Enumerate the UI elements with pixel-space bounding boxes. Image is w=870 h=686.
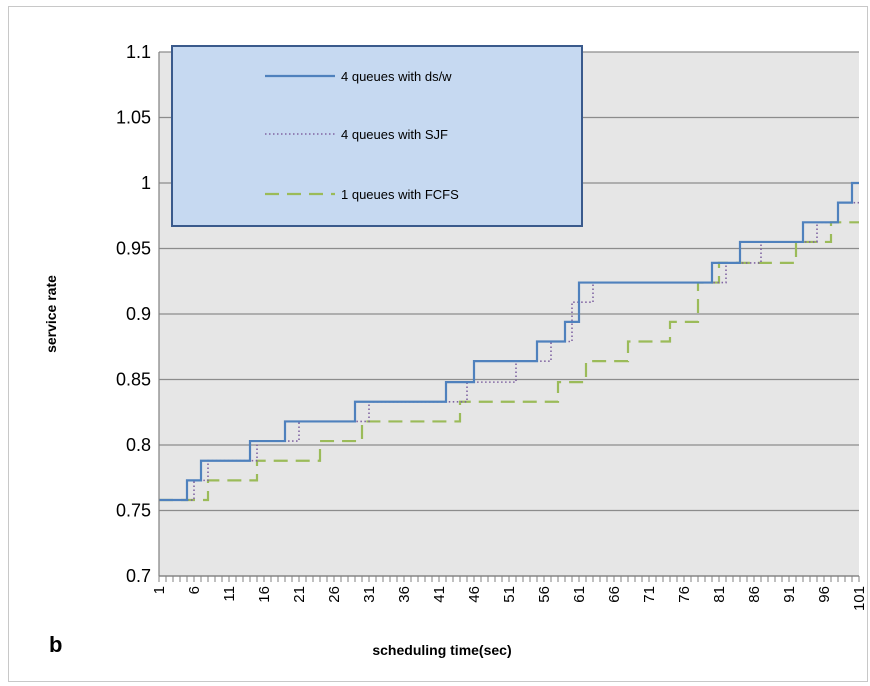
x-tick-label: 51 [501,586,518,603]
y-tick-label: 0.7 [126,566,151,586]
y-tick-label: 1 [141,173,151,193]
legend-label: 4 queues with SJF [341,127,448,142]
x-tick-label: 31 [361,586,378,603]
x-tick-label: 91 [781,586,798,603]
x-tick-label: 81 [711,586,728,603]
y-tick-labels: 0.7 0.75 0.8 0.85 0.9 0.95 1 1.05 1.1 [116,42,151,586]
y-axis-title: service rate [43,275,59,353]
x-tick-label: 66 [606,586,623,603]
legend-label: 4 queues with ds/w [341,69,452,84]
x-tick-label: 96 [816,586,833,603]
legend-box [171,45,583,227]
y-tick-label: 1.1 [126,42,151,62]
y-tick-label: 0.95 [116,239,151,259]
x-tick-label: 6 [186,586,203,594]
x-tick-label: 41 [431,586,448,603]
x-axis-title: scheduling time(sec) [372,642,511,658]
x-tick-label: 26 [326,586,343,603]
series-lines [159,181,859,502]
chart-frame: 0.7 0.75 0.8 0.85 0.9 0.95 1 1.05 1.1 1 6 11 16 21 26… [8,6,868,682]
x-tick-label: 86 [746,586,763,603]
axes [158,52,860,582]
y-tick-label: 1.05 [116,108,151,128]
x-tick-label: 36 [396,586,413,603]
legend-label: 1 queues with FCFS [341,187,459,202]
x-tick-label: 21 [291,586,308,603]
x-tick-label: 16 [256,586,273,603]
y-tick-label: 0.85 [116,370,151,390]
legend: 4 queues with ds/w 4 queues with SJF 1 que… [171,45,583,227]
x-tick-labels: 1 6 11 16 21 26 31 36 41 46 51 56 61 66 71 76 81 86 91 96 10… [151,586,867,611]
x-tick-label: 56 [536,586,553,603]
x-tick-label: 61 [571,586,588,603]
x-tick-label: 11 [221,586,238,602]
series-line-1 [159,181,859,502]
x-tick-label: 1 [151,586,168,594]
x-tick-label: 101 [851,586,867,611]
panel-label: b [49,632,62,657]
y-tick-label: 0.75 [116,501,151,521]
series-line-3 [159,221,859,502]
x-tick-label: 46 [466,586,483,603]
x-tick-label: 71 [641,586,658,603]
y-tick-label: 0.8 [126,435,151,455]
y-tick-label: 0.9 [126,304,151,324]
x-tick-label: 76 [676,586,693,603]
